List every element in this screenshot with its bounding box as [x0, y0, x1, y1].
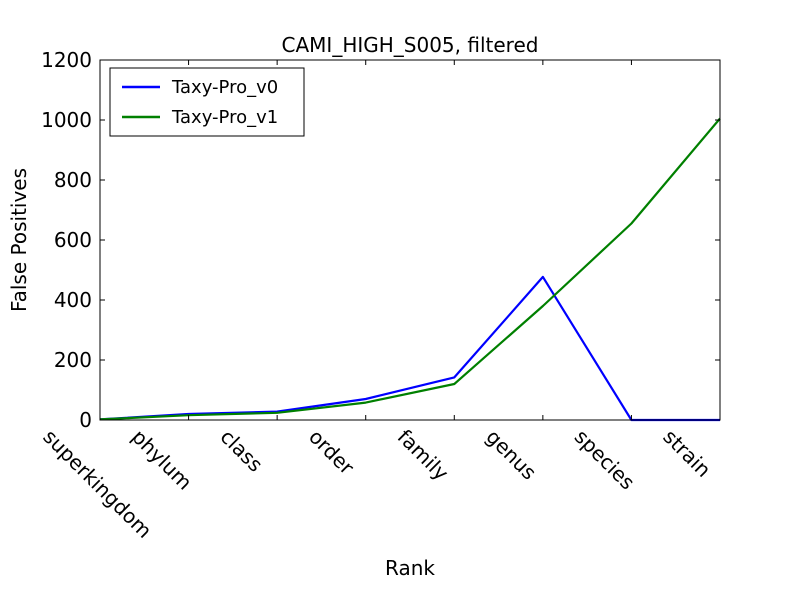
y-tick-label-3: 600 — [54, 228, 92, 252]
x-axis-label: Rank — [385, 556, 435, 580]
y-axis-label: False Positives — [7, 168, 31, 312]
y-tick-label-4: 800 — [54, 168, 92, 192]
y-tick-label-6: 1200 — [41, 48, 92, 72]
y-tick-label-0: 0 — [79, 408, 92, 432]
y-tick-label-2: 400 — [54, 288, 92, 312]
y-tick-label-5: 1000 — [41, 108, 92, 132]
series-line-0 — [99, 275, 720, 422]
series-layer — [99, 117, 721, 422]
series-line-1 — [99, 117, 721, 421]
y-tick-label-1: 200 — [54, 348, 92, 372]
legend: Taxy-Pro_v0 Taxy-Pro_v1 — [109, 67, 305, 137]
legend-frame — [109, 67, 305, 137]
chart-title: CAMI_HIGH_S005, filtered — [282, 33, 539, 57]
legend-label-1: Taxy-Pro_v1 — [171, 107, 278, 128]
legend-label-0: Taxy-Pro_v0 — [171, 77, 278, 98]
